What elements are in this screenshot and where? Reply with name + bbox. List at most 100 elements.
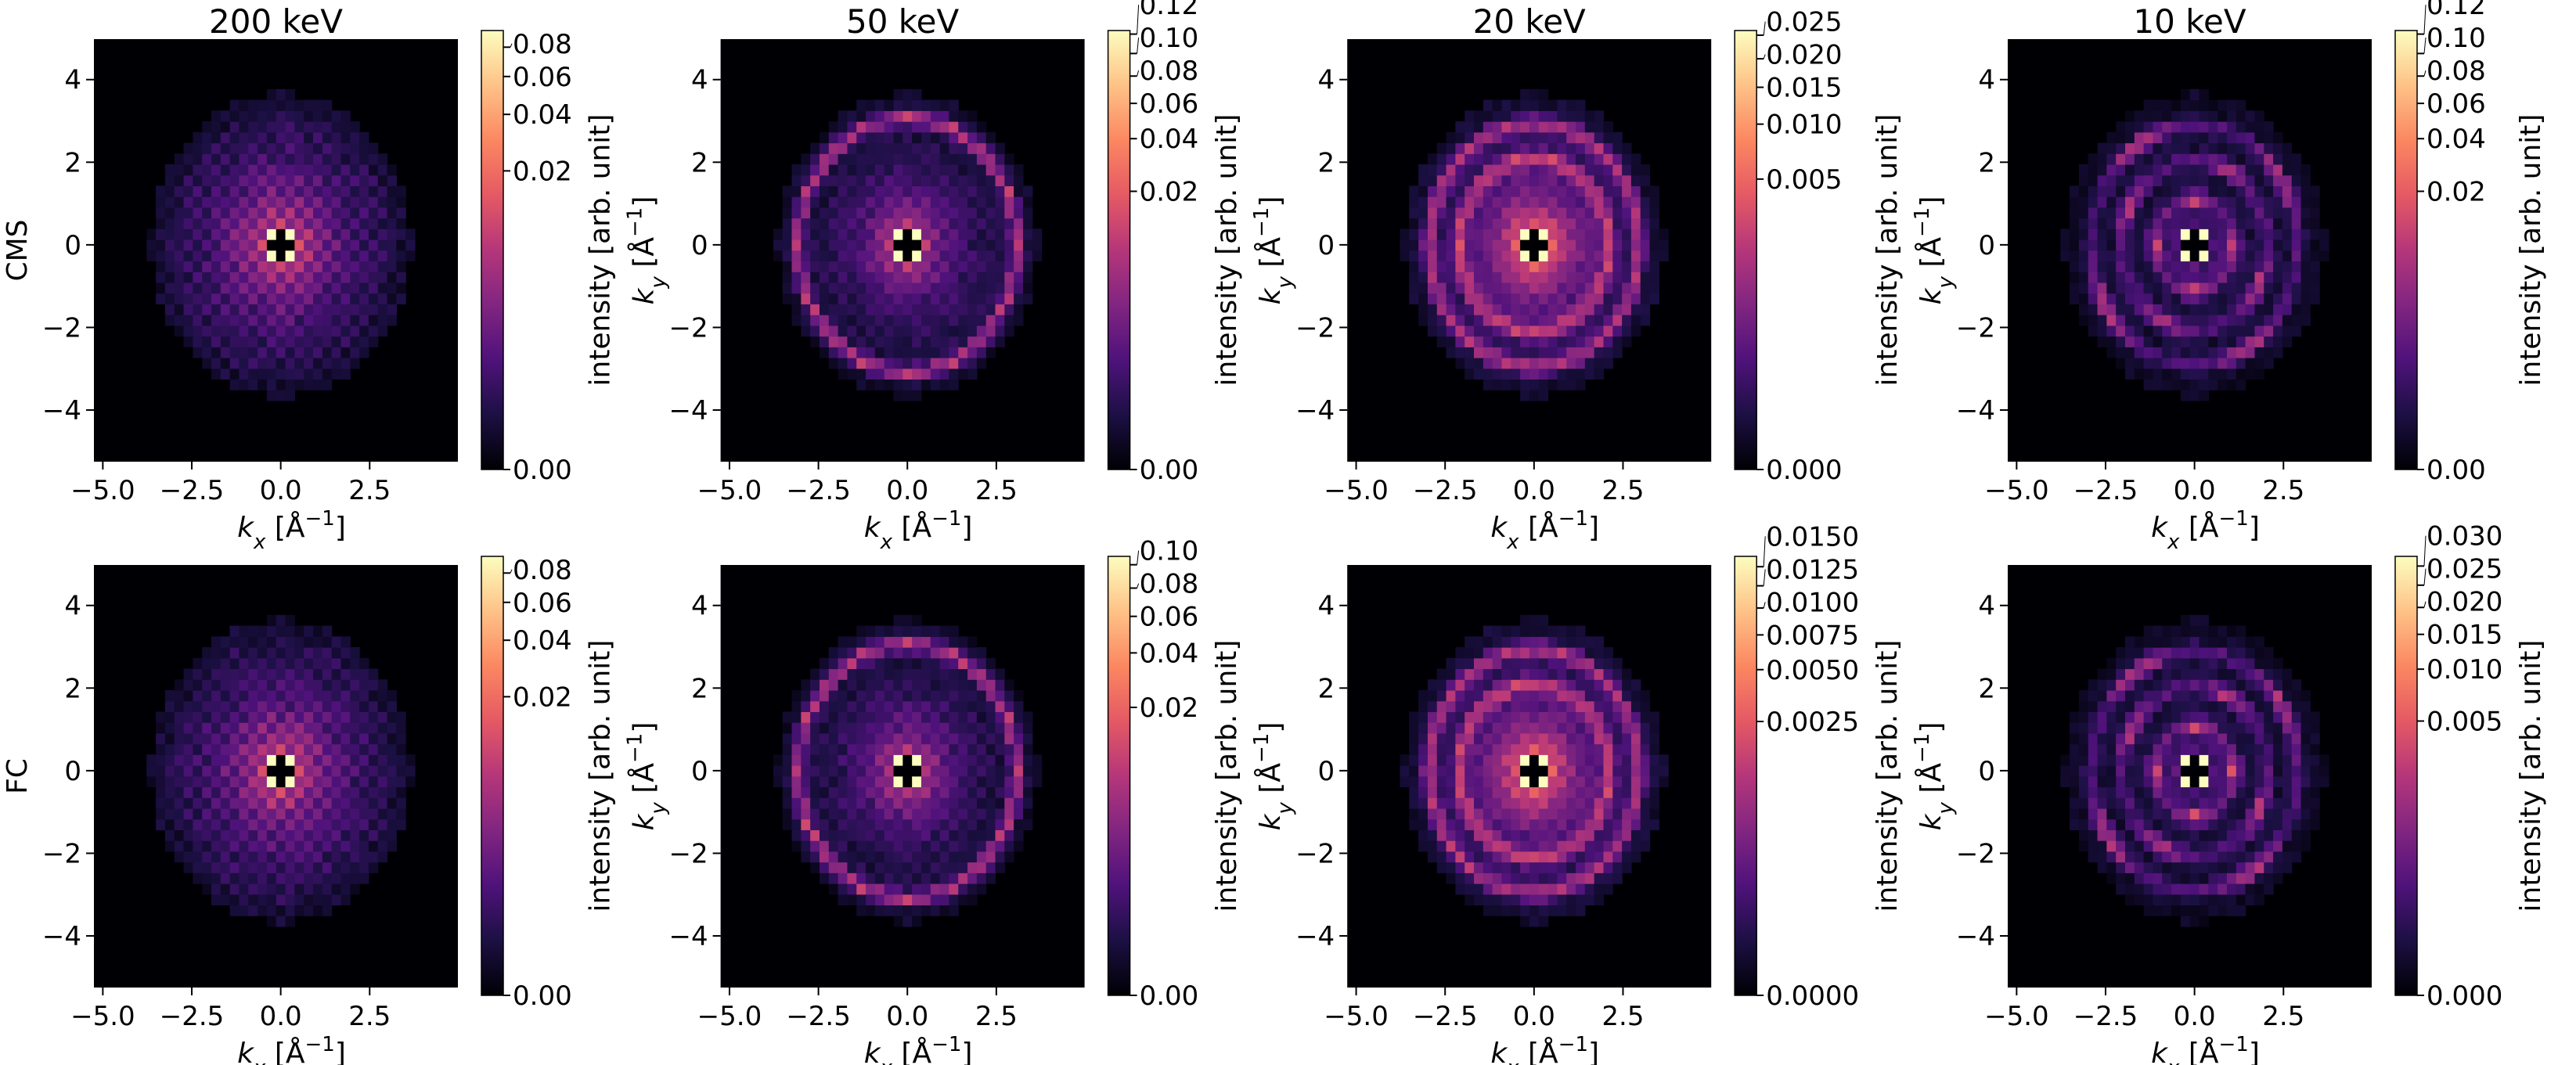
- heatmap-cell: [1594, 164, 1605, 176]
- heatmap-cell: [322, 775, 333, 788]
- heatmap-cell: [2218, 196, 2228, 208]
- heatmap-cell: [294, 647, 304, 659]
- heatmap-cell: [248, 829, 258, 841]
- heatmap-cell: [976, 862, 987, 873]
- x-tick-label: −5.0: [70, 475, 135, 506]
- heatmap-cell: [1538, 336, 1549, 347]
- heatmap-cell: [359, 304, 369, 315]
- heatmap-cell: [2180, 99, 2191, 111]
- heatmap-cell: [266, 196, 277, 208]
- heatmap-cell: [2180, 347, 2191, 358]
- heatmap-cell: [340, 304, 351, 315]
- heatmap-cell: [1501, 636, 1511, 648]
- heatmap-cell: [211, 668, 222, 680]
- label-subscript: x: [880, 531, 893, 554]
- label-close: ]: [1255, 196, 1287, 207]
- heatmap-cell: [958, 883, 968, 895]
- heatmap-cell: [183, 786, 193, 798]
- heatmap-cell: [2162, 99, 2172, 111]
- heatmap-cell: [1584, 282, 1595, 294]
- heatmap-cell: [2199, 88, 2209, 101]
- heatmap-cell: [2143, 700, 2154, 712]
- heatmap-cell: [2116, 851, 2126, 863]
- heatmap-cell: [2125, 250, 2135, 262]
- heatmap-cell: [1465, 164, 1475, 176]
- colorbar-tick-leader: [1137, 5, 1140, 34]
- heatmap-cell: [2125, 142, 2135, 154]
- heatmap-cell: [1465, 797, 1475, 809]
- heatmap-cell: [331, 228, 342, 240]
- heatmap-cell: [285, 797, 295, 809]
- heatmap-cell: [1004, 797, 1014, 809]
- heatmap-cell: [2162, 239, 2172, 251]
- heatmap-cell: [2134, 862, 2145, 873]
- heatmap-cell: [810, 819, 820, 830]
- heatmap-cell: [1446, 293, 1456, 304]
- heatmap-cell: [967, 647, 978, 659]
- heatmap-cell: [2245, 153, 2256, 165]
- heatmap-cell: [2273, 175, 2283, 186]
- heatmap-cell: [1594, 775, 1605, 788]
- heatmap-cell: [331, 711, 342, 723]
- heatmap-cell: [2153, 153, 2163, 165]
- heatmap-cell: [1455, 175, 1465, 186]
- heatmap-cell: [387, 722, 397, 734]
- heatmap-cell: [866, 743, 876, 755]
- heatmap-cell: [1640, 732, 1651, 745]
- heatmap-cell: [1436, 164, 1447, 176]
- heatmap-cell: [294, 357, 304, 369]
- heatmap-cell: [2134, 786, 2145, 798]
- heatmap-cell: [156, 207, 166, 219]
- heatmap-cell: [1603, 722, 1613, 734]
- heatmap-cell: [958, 873, 968, 884]
- heatmap-cell: [958, 218, 968, 229]
- heatmap-cell: [958, 840, 968, 852]
- heatmap-cell: [893, 196, 903, 208]
- heatmap-cell: [2125, 304, 2135, 315]
- heatmap-cell: [1409, 185, 1419, 197]
- heatmap-cell: [2070, 765, 2080, 777]
- heatmap-cell: [2162, 873, 2172, 884]
- heatmap-cell: [2199, 250, 2209, 262]
- heatmap-cell: [874, 722, 885, 734]
- heatmap-cell: [2180, 797, 2191, 809]
- heatmap-cell: [1622, 175, 1632, 186]
- heatmap-cell: [958, 228, 968, 240]
- heatmap-cell: [258, 315, 268, 326]
- heatmap-cell: [248, 207, 258, 219]
- heatmap-cell: [2097, 808, 2107, 820]
- heatmap-cell: [1594, 153, 1605, 165]
- heatmap-cell: [2180, 819, 2191, 830]
- heatmap-cell: [1520, 679, 1530, 691]
- heatmap-cell: [1566, 679, 1576, 691]
- colorbar-tick-label: 0.06: [1140, 88, 1199, 120]
- heatmap-cell: [1520, 261, 1530, 272]
- heatmap-cell: [258, 250, 268, 262]
- heatmap-cell: [276, 614, 286, 627]
- label-subscript: y: [1274, 276, 1297, 290]
- heatmap-cell: [1004, 164, 1014, 176]
- heatmap-cell: [1511, 357, 1521, 369]
- heatmap-cell: [1603, 657, 1613, 670]
- heatmap-cell: [276, 379, 286, 390]
- heatmap-cell: [239, 228, 249, 240]
- heatmap-cell: [239, 668, 249, 680]
- heatmap-cell: [884, 786, 895, 798]
- heatmap-cell: [958, 315, 968, 326]
- heatmap-cell: [893, 347, 903, 358]
- heatmap-cell: [2153, 862, 2163, 873]
- heatmap-cell: [220, 175, 231, 186]
- heatmap-cell: [2218, 228, 2228, 240]
- heatmap-cell: [1584, 700, 1595, 712]
- heatmap-cell: [368, 808, 379, 820]
- heatmap-cell: [220, 261, 231, 272]
- heatmap-cell: [1418, 775, 1429, 788]
- heatmap-cell: [294, 315, 304, 326]
- heatmap-cell: [1557, 110, 1567, 122]
- heatmap-cell: [1492, 679, 1503, 691]
- heatmap-cell: [405, 765, 416, 777]
- heatmap-cell: [2236, 293, 2246, 304]
- heatmap-cell: [377, 689, 388, 702]
- heatmap-cell: [985, 315, 996, 326]
- heatmap-cell: [2143, 293, 2154, 304]
